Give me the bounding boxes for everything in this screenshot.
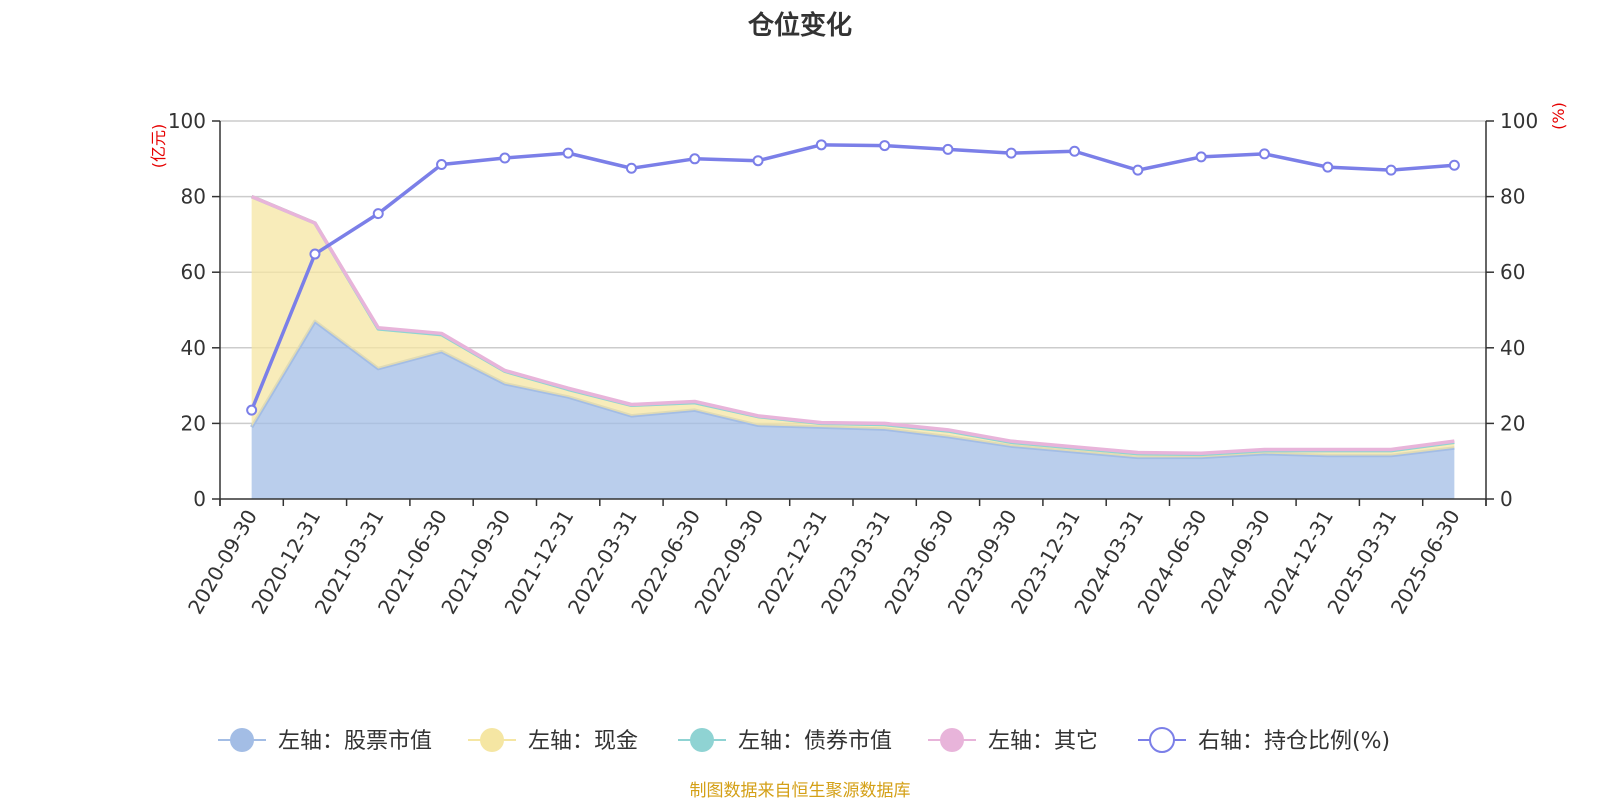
legend-label: 左轴：现金 [528, 729, 638, 754]
legend-label: 右轴：持仓比例(%) [1198, 729, 1390, 754]
holding-ratio-point [1385, 164, 1397, 176]
legend-item-0: 左轴：股票市值 [218, 728, 432, 754]
left-tick-label: 20 [181, 411, 206, 435]
line-series-layer [246, 139, 1460, 416]
holding-ratio-point [499, 152, 511, 164]
legend-marker [1149, 727, 1175, 753]
right-tick-label: 20 [1500, 411, 1525, 435]
legend-label: 左轴：股票市值 [278, 729, 432, 754]
holding-ratio-point [1258, 148, 1270, 160]
holding-ratio-point [1448, 159, 1460, 171]
left-tick-label: 100 [168, 109, 206, 133]
legend-item-2: 左轴：债券市值 [678, 728, 892, 754]
right-tick-label: 0 [1500, 487, 1513, 511]
holding-ratio-point [1069, 145, 1081, 157]
legend-label: 左轴：其它 [988, 729, 1098, 754]
holding-ratio-point [625, 162, 637, 174]
area-0 [251, 321, 1455, 499]
holding-ratio-point [1132, 164, 1144, 176]
left-tick-label: 60 [181, 260, 206, 284]
holding-ratio-point [372, 208, 384, 220]
legend-marker [690, 728, 714, 752]
area-edge-3 [250, 194, 1455, 456]
holding-ratio-line [250, 143, 1455, 411]
holding-ratio-point [436, 158, 448, 170]
right-tick-label: 80 [1500, 185, 1525, 209]
legend-item-3: 左轴：其它 [928, 728, 1098, 754]
holding-ratio-point [879, 140, 891, 152]
holding-ratio-point [942, 143, 954, 155]
left-tick-label: 0 [193, 487, 206, 511]
holding-ratio-point [689, 153, 701, 165]
holding-ratio-point [562, 147, 574, 159]
legend: 左轴：股票市值 左轴：现金 左轴：债券市值 左轴：其它 右轴：持仓比例(%) [218, 727, 1390, 754]
area-series-layer [250, 194, 1455, 499]
area-1 [251, 196, 1455, 458]
holding-ratio-point [1322, 161, 1334, 173]
holding-ratio-point [1005, 147, 1017, 159]
chart-title: 仓位变化 [747, 10, 852, 41]
legend-marker [480, 728, 504, 752]
legend-item-1: 左轴：现金 [468, 728, 638, 754]
right-tick-label: 40 [1500, 336, 1525, 360]
legend-item-4: 右轴：持仓比例(%) [1138, 727, 1390, 754]
legend-marker [940, 728, 964, 752]
holding-ratio-point [246, 404, 258, 416]
legend-marker [230, 728, 254, 752]
data-source-note: 制图数据来自恒生聚源数据库 [690, 781, 911, 800]
legend-label: 左轴：债券市值 [738, 729, 892, 754]
holding-ratio-point [752, 155, 764, 167]
right-axis-unit: (%) [1549, 102, 1568, 130]
holding-ratio-point [815, 139, 827, 151]
holding-ratio-point [309, 248, 321, 260]
left-axis-unit: (亿元) [149, 124, 168, 169]
holding-ratio-point [1195, 151, 1207, 163]
left-tick-label: 80 [181, 185, 206, 209]
right-tick-label: 60 [1500, 260, 1525, 284]
left-tick-label: 40 [181, 336, 206, 360]
right-tick-label: 100 [1500, 109, 1538, 133]
